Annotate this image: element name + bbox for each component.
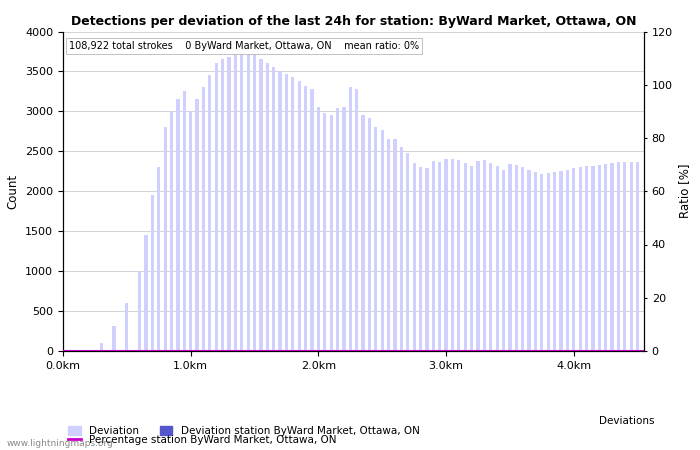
Bar: [572, 168, 575, 351]
Text: 108,922 total strokes    0 ByWard Market, Ottawa, ON    mean ratio: 0%: 108,922 total strokes 0 ByWard Market, O…: [69, 41, 419, 51]
Bar: [592, 166, 594, 351]
Bar: [170, 112, 173, 351]
Y-axis label: Count: Count: [6, 174, 20, 209]
Bar: [457, 160, 461, 351]
Bar: [336, 108, 339, 351]
Bar: [304, 86, 307, 351]
Bar: [228, 57, 230, 351]
Bar: [355, 89, 358, 351]
Bar: [234, 51, 237, 351]
Bar: [215, 63, 218, 351]
Bar: [138, 271, 141, 351]
Bar: [598, 165, 601, 351]
Bar: [610, 163, 614, 351]
Bar: [604, 164, 608, 351]
Bar: [113, 326, 116, 351]
Bar: [209, 76, 211, 351]
Bar: [317, 108, 320, 351]
Bar: [629, 162, 633, 351]
Bar: [183, 91, 186, 351]
Bar: [477, 161, 480, 351]
Bar: [323, 113, 326, 351]
Bar: [426, 168, 428, 351]
Bar: [617, 162, 620, 351]
Bar: [579, 167, 582, 351]
Bar: [534, 172, 537, 351]
Bar: [99, 343, 103, 351]
Bar: [285, 74, 288, 351]
Bar: [623, 162, 626, 351]
Bar: [412, 163, 416, 351]
Bar: [342, 107, 346, 351]
Bar: [400, 147, 403, 351]
Bar: [483, 160, 486, 351]
Bar: [291, 77, 295, 351]
Bar: [361, 115, 365, 351]
Bar: [195, 99, 199, 351]
Bar: [125, 303, 128, 351]
Bar: [202, 87, 205, 351]
Bar: [310, 89, 314, 351]
Bar: [253, 40, 256, 351]
Bar: [432, 161, 435, 351]
Bar: [240, 46, 244, 351]
Bar: [221, 59, 224, 351]
Bar: [381, 130, 384, 351]
Bar: [259, 59, 262, 351]
Bar: [368, 118, 371, 351]
Bar: [272, 68, 275, 351]
Bar: [553, 172, 556, 351]
Bar: [176, 99, 179, 351]
Bar: [470, 166, 473, 351]
Bar: [521, 167, 524, 351]
Bar: [438, 162, 441, 351]
Bar: [246, 44, 250, 351]
Bar: [387, 139, 390, 351]
Bar: [547, 173, 550, 351]
Bar: [150, 195, 154, 351]
Bar: [636, 162, 639, 351]
Bar: [164, 127, 167, 351]
Bar: [419, 167, 422, 351]
Bar: [540, 174, 543, 351]
Bar: [559, 171, 563, 351]
Bar: [444, 159, 448, 351]
Bar: [406, 153, 410, 351]
Bar: [451, 158, 454, 351]
Legend: Percentage station ByWard Market, Ottawa, ON: Percentage station ByWard Market, Ottawa…: [68, 435, 337, 445]
Bar: [463, 163, 467, 351]
Bar: [330, 115, 332, 351]
Bar: [528, 170, 531, 351]
Bar: [508, 164, 512, 351]
Bar: [158, 167, 160, 351]
Title: Detections per deviation of the last 24h for station: ByWard Market, Ottawa, ON: Detections per deviation of the last 24h…: [71, 14, 636, 27]
Text: Deviations: Deviations: [599, 416, 654, 426]
Bar: [393, 140, 397, 351]
Bar: [266, 63, 269, 351]
Bar: [514, 165, 518, 351]
Bar: [566, 171, 569, 351]
Legend: Deviation, Deviation station ByWard Market, Ottawa, ON: Deviation, Deviation station ByWard Mark…: [68, 426, 419, 436]
Bar: [349, 86, 352, 351]
Text: www.lightningmaps.org: www.lightningmaps.org: [7, 439, 113, 448]
Bar: [502, 171, 505, 351]
Y-axis label: Ratio [%]: Ratio [%]: [678, 164, 692, 219]
Bar: [189, 112, 192, 351]
Bar: [585, 166, 588, 351]
Bar: [489, 163, 492, 351]
Bar: [298, 81, 301, 351]
Bar: [144, 235, 148, 351]
Bar: [279, 72, 281, 351]
Bar: [374, 127, 377, 351]
Bar: [496, 166, 498, 351]
